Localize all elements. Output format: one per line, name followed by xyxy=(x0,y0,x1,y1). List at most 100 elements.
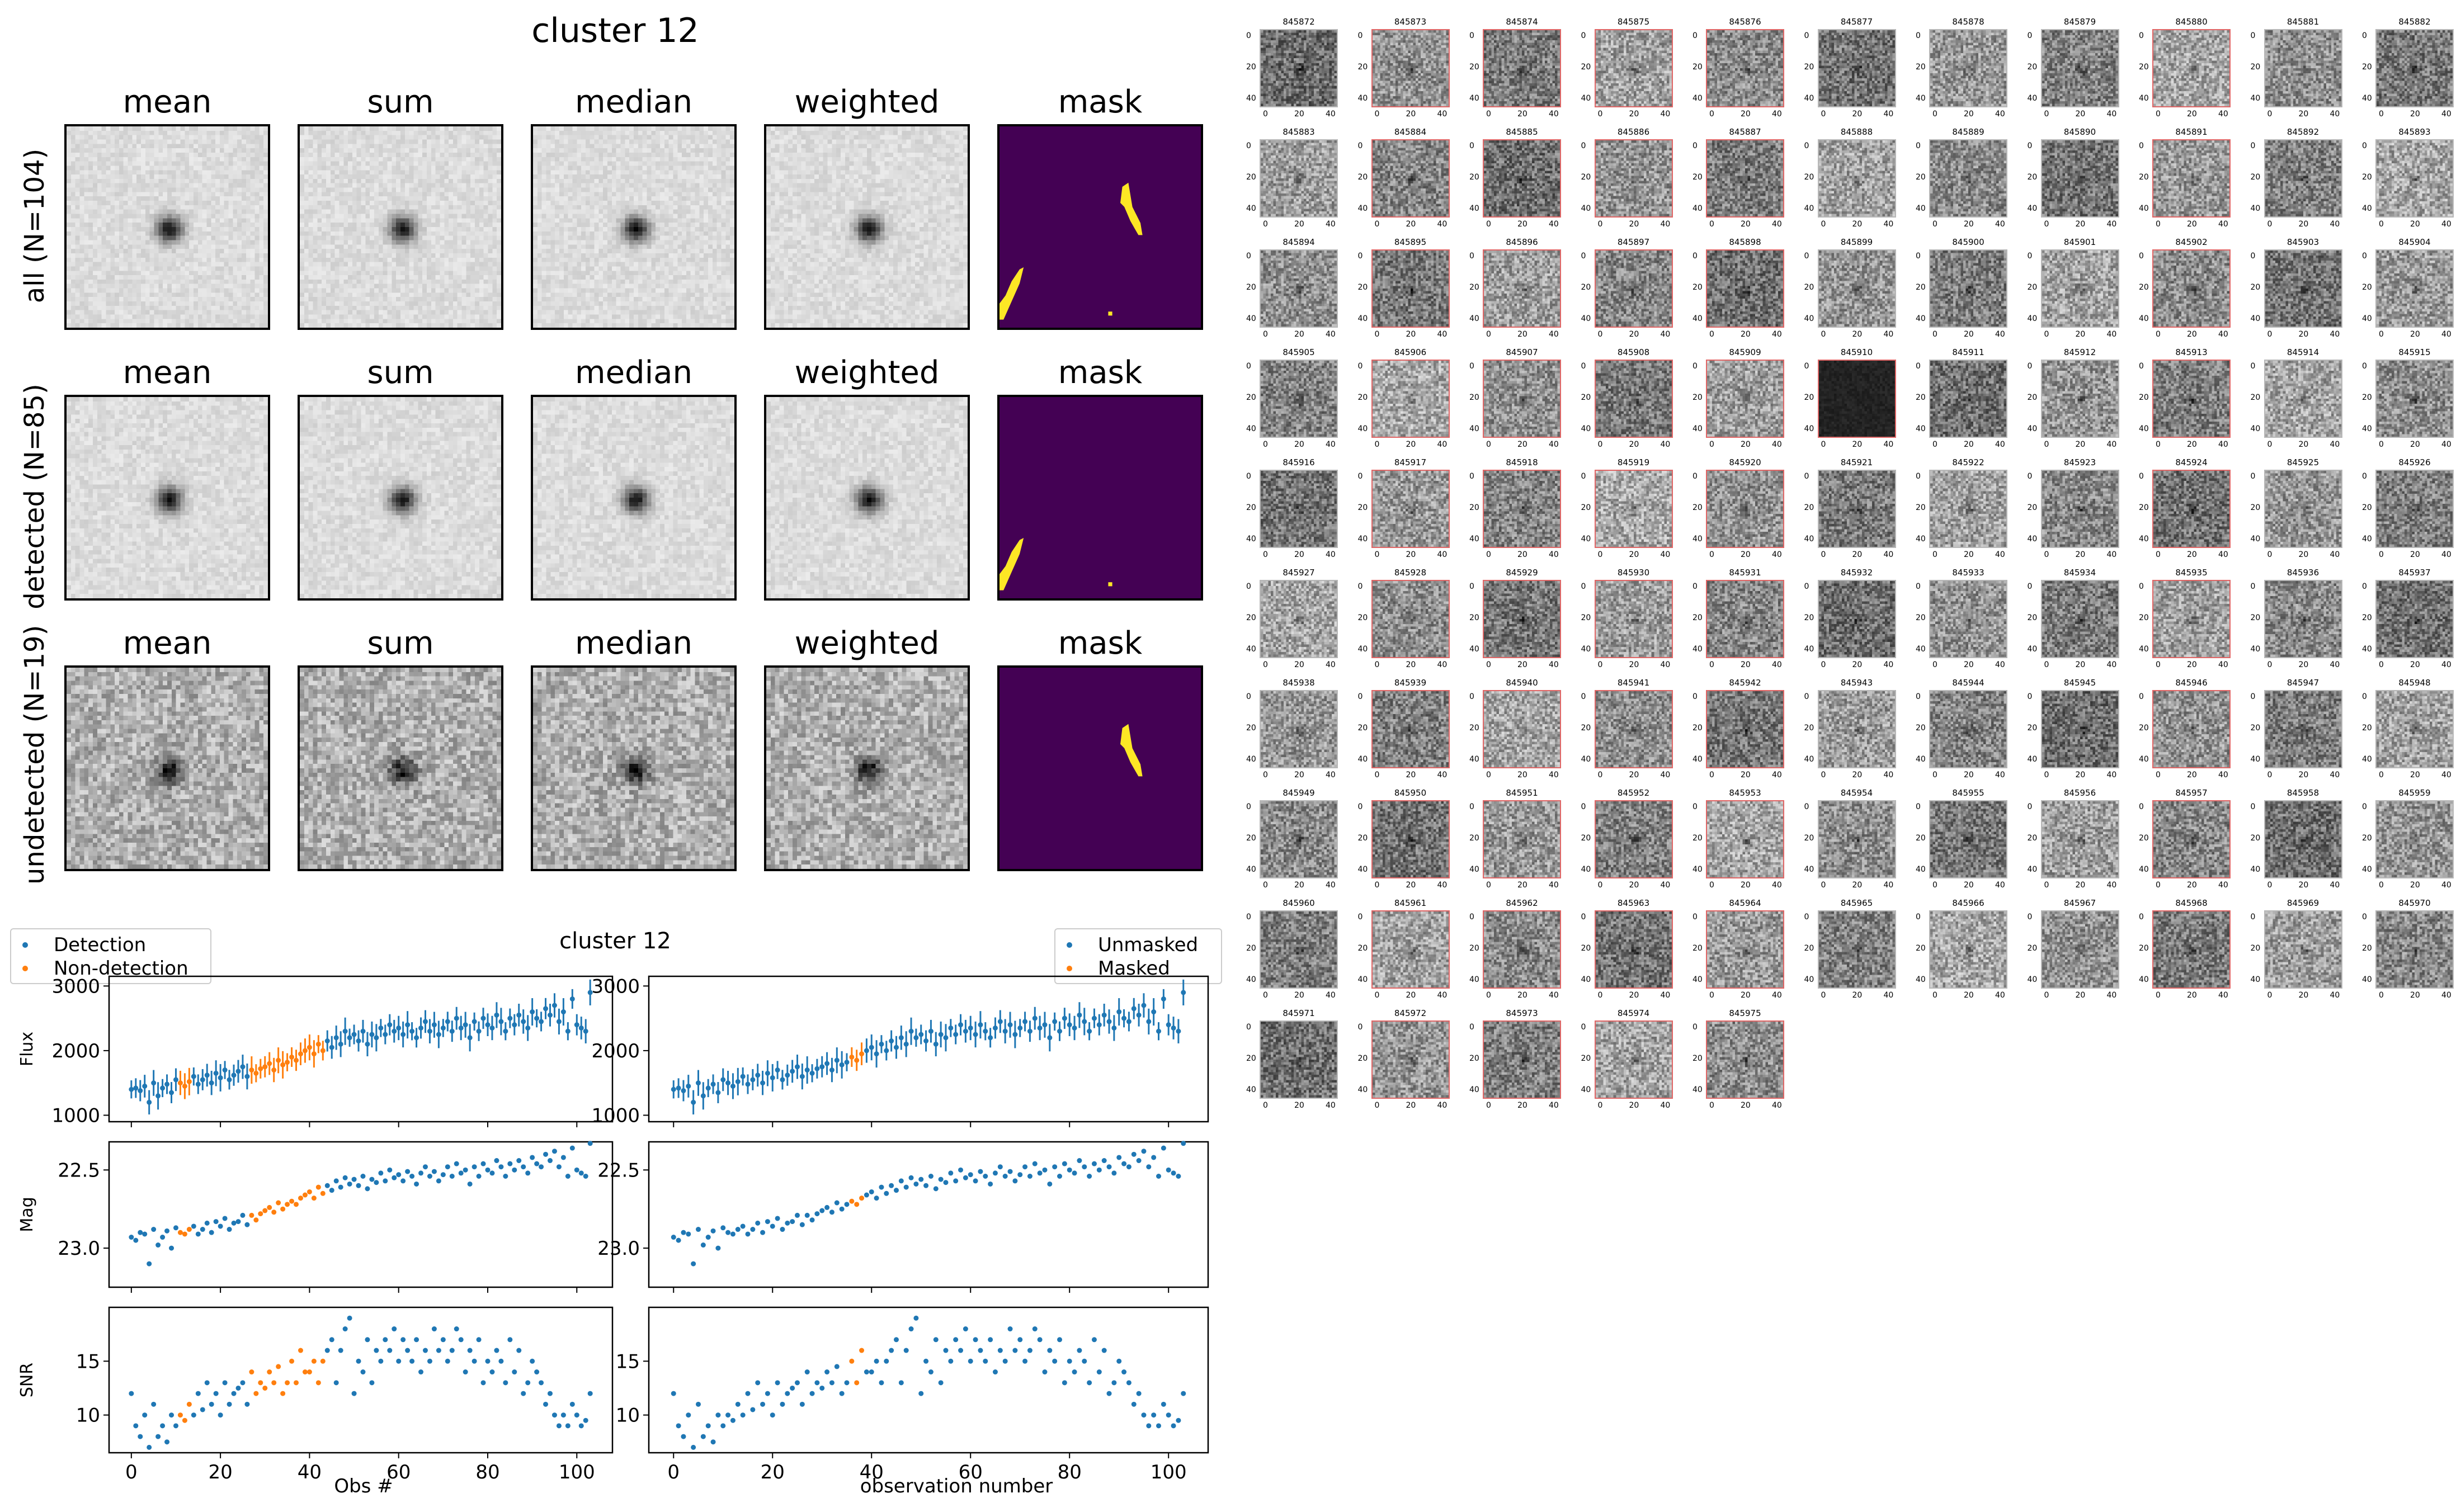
unmasked-point xyxy=(1171,1025,1176,1031)
cutout-x-tick: 0 xyxy=(2379,220,2384,229)
cutout-x-tick: 40 xyxy=(1660,660,1671,669)
detection-point xyxy=(440,1025,446,1031)
unmasked-point xyxy=(903,1184,909,1190)
cutout-y-tick: 20 xyxy=(1357,283,1368,292)
non-detection-point xyxy=(258,1380,263,1386)
cutout-x-tick: 40 xyxy=(1883,771,1894,779)
cutout-y-tick: 20 xyxy=(2139,63,2149,72)
unmasked-point xyxy=(1156,1028,1162,1034)
unmasked-point xyxy=(1101,1012,1107,1018)
cutout-image xyxy=(2264,470,2342,548)
y-tick-label: 15 xyxy=(76,1350,100,1373)
detection-point xyxy=(240,1380,246,1386)
unmasked-point xyxy=(700,1242,706,1248)
cutout-title: 845914 xyxy=(2286,347,2319,357)
cutout-x-tick: 20 xyxy=(1517,220,1527,229)
cutout-x-tick: 20 xyxy=(2298,771,2309,779)
unmasked-point xyxy=(730,1231,736,1237)
cutout-x-tick: 40 xyxy=(2441,881,2451,890)
detection-point xyxy=(378,1025,384,1031)
cutout-x-tick: 0 xyxy=(2156,881,2161,890)
cutout-y-tick: 20 xyxy=(1469,393,1479,402)
cutout-y-tick: 40 xyxy=(1469,94,1479,103)
unmasked-point xyxy=(1077,1012,1082,1018)
detection-point xyxy=(374,1180,379,1185)
unmasked-point xyxy=(1166,1022,1171,1028)
unmasked-point xyxy=(1037,1025,1043,1031)
cutout-x-tick: 0 xyxy=(2379,330,2384,339)
unmasked-point xyxy=(686,1412,691,1418)
cutout-x-tick: 0 xyxy=(2379,110,2384,119)
cutout-title: 845960 xyxy=(1283,898,1315,908)
cutout-x-tick: 0 xyxy=(2379,881,2384,890)
detection-point xyxy=(338,1184,343,1190)
unmasked-point xyxy=(898,1178,904,1184)
cutout-image xyxy=(1706,249,1784,328)
unmasked-point xyxy=(1037,1170,1043,1176)
cutout-title: 845932 xyxy=(1840,568,1873,578)
unmasked-point xyxy=(794,1212,800,1218)
cutout-y-tick: 40 xyxy=(1469,1085,1479,1094)
cutout-y-tick: 20 xyxy=(2362,63,2372,72)
x-tick-label: 60 xyxy=(386,1461,411,1483)
cutout-image xyxy=(2264,139,2342,218)
cutout-x-tick: 40 xyxy=(1995,771,2005,779)
unmasked-point xyxy=(804,1067,810,1073)
cutout-x-tick: 0 xyxy=(1932,440,1937,449)
unmasked-point xyxy=(943,1035,949,1041)
cutout-x-tick: 0 xyxy=(1821,991,1826,1000)
unmasked-point xyxy=(1151,1155,1157,1160)
cutout-image xyxy=(1483,580,1561,658)
unmasked-point xyxy=(1166,1412,1171,1418)
unmasked-point xyxy=(992,1369,998,1375)
cutout-x-tick: 40 xyxy=(1772,440,1782,449)
cutout-image xyxy=(1929,800,2007,878)
cutout-y-tick: 20 xyxy=(1357,503,1368,512)
cutout-x-tick: 0 xyxy=(1374,110,1380,119)
detection-point xyxy=(173,1077,178,1083)
masked-point xyxy=(849,1198,855,1204)
cutout-x-tick: 40 xyxy=(1883,991,1894,1000)
unmasked-point xyxy=(958,1167,964,1173)
cutout-x-tick: 0 xyxy=(1486,440,1491,449)
cutout-y-tick: 20 xyxy=(1581,834,1591,843)
cutout-y-tick: 20 xyxy=(1469,173,1479,182)
non-detection-point xyxy=(253,1217,259,1223)
detection-point xyxy=(485,1358,491,1364)
cutout-y-tick: 40 xyxy=(2027,204,2038,213)
cutout-image xyxy=(1929,139,2007,218)
cutout-y-tick: 20 xyxy=(1246,724,1256,733)
cutout-title: 845891 xyxy=(2175,127,2208,137)
cutout-y-tick: 20 xyxy=(1357,393,1368,402)
unmasked-point xyxy=(923,1038,929,1044)
detection-point xyxy=(369,1176,375,1182)
detection-point xyxy=(551,1412,557,1418)
unmasked-point xyxy=(933,1337,939,1343)
unmasked-point xyxy=(988,1181,993,1187)
cutout-x-tick: 20 xyxy=(1629,220,1639,229)
detection-point xyxy=(360,1369,366,1375)
cutout-y-tick: 40 xyxy=(1916,314,1926,323)
detection-point xyxy=(195,1231,201,1237)
detection-point xyxy=(556,1164,562,1170)
detection-point xyxy=(365,1337,370,1343)
cutout-x-tick: 0 xyxy=(2044,660,2049,669)
cutout-x-tick: 40 xyxy=(1326,991,1336,1000)
unmasked-point xyxy=(735,1227,741,1232)
cutout-y-tick: 40 xyxy=(1916,94,1926,103)
cutout-image xyxy=(1817,690,1896,768)
non-detection-point xyxy=(258,1211,263,1217)
cutout-x-tick: 20 xyxy=(1406,330,1416,339)
cutout-y-tick: 20 xyxy=(1692,173,1703,182)
cutout-y-tick: 40 xyxy=(2362,645,2372,654)
cutout-x-tick: 0 xyxy=(1932,110,1937,119)
detection-point xyxy=(191,1223,196,1229)
cutout-x-tick: 0 xyxy=(1709,550,1714,559)
unmasked-point xyxy=(1067,1358,1072,1364)
cutout-y-tick: 0 xyxy=(1581,802,1586,811)
unmasked-point xyxy=(1087,1028,1092,1034)
cutout-x-tick: 20 xyxy=(1741,881,1751,890)
cutout-x-tick: 40 xyxy=(1883,550,1894,559)
cutout-x-tick: 20 xyxy=(2075,220,2086,229)
detection-point xyxy=(480,1380,486,1386)
